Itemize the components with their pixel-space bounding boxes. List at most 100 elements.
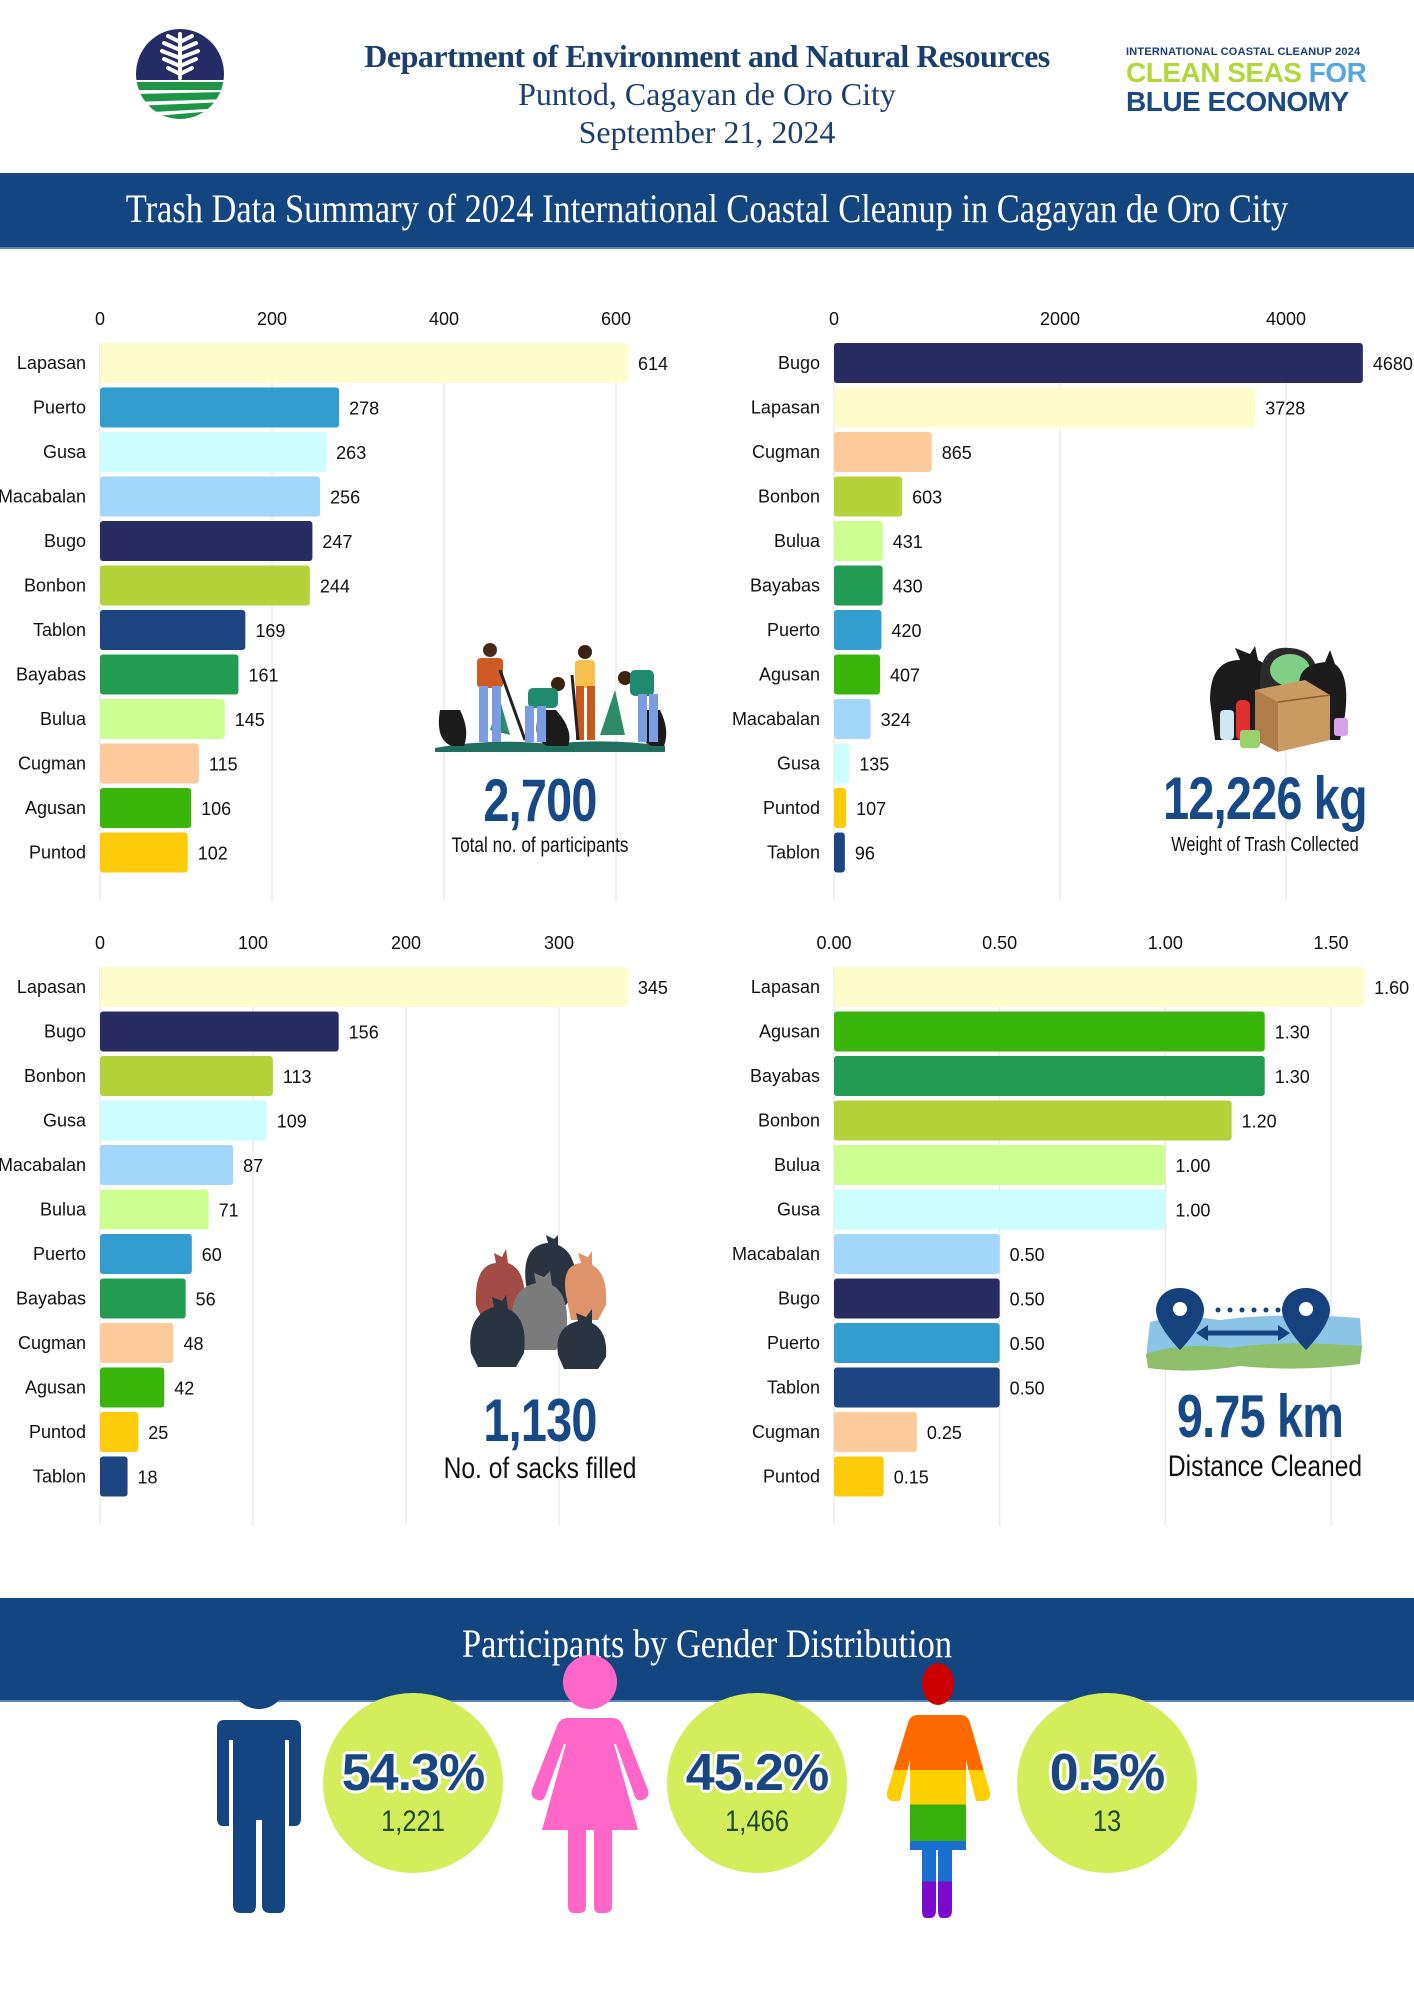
- category-label: Bulua: [40, 1200, 87, 1220]
- category-label: Lapasan: [17, 353, 86, 373]
- bar: [100, 1456, 128, 1497]
- value-label: 4680: [1373, 354, 1413, 374]
- category-label: Puerto: [33, 398, 86, 418]
- x-tick-label: 0: [95, 933, 105, 953]
- weight-label: Weight of Trash Collected: [1171, 834, 1359, 856]
- participants-total: 2,700: [483, 767, 597, 834]
- value-label: 420: [891, 621, 921, 641]
- value-label: 18: [138, 1468, 158, 1488]
- category-label: Puerto: [767, 620, 820, 640]
- category-label: Macabalan: [732, 1244, 820, 1264]
- bar: [100, 1145, 234, 1185]
- bar: [834, 1456, 884, 1497]
- value-label: 42: [174, 1379, 194, 1399]
- value-label: 247: [322, 532, 352, 552]
- category-label: Lapasan: [751, 398, 820, 418]
- bar: [834, 1278, 1000, 1319]
- map-distance-illustration-icon: [1146, 1288, 1362, 1371]
- bar: [100, 387, 340, 428]
- campaign-logo-clean-seas: CLEAN SEAS: [1126, 57, 1302, 88]
- category-label: Bayabas: [16, 1289, 86, 1309]
- value-label: 0.25: [927, 1423, 962, 1443]
- value-label: 430: [893, 577, 923, 597]
- bar: [100, 1323, 174, 1363]
- male-percent: 54.3%: [341, 1744, 485, 1802]
- x-tick-label: 0: [829, 309, 839, 329]
- bar: [100, 610, 246, 650]
- sacks-total: 1,130: [483, 1387, 597, 1454]
- category-label: Macabalan: [732, 709, 820, 729]
- value-label: 1.00: [1175, 1201, 1210, 1221]
- bar: [834, 1145, 1166, 1185]
- bar: [834, 654, 880, 695]
- campaign-logo-line2: CLEAN SEAS FOR: [1126, 58, 1376, 88]
- volunteers-illustration-icon: [435, 643, 667, 752]
- bar: [100, 1278, 186, 1319]
- x-tick-label: 0.50: [982, 933, 1017, 953]
- value-label: 431: [893, 532, 923, 552]
- value-label: 25: [148, 1423, 168, 1443]
- value-label: 102: [198, 844, 228, 864]
- value-label: 106: [201, 799, 231, 819]
- value-label: 0.50: [1010, 1334, 1045, 1354]
- value-label: 407: [890, 666, 920, 686]
- bar: [100, 832, 188, 873]
- category-label: Tablon: [33, 1467, 86, 1487]
- x-tick-label: 600: [601, 309, 631, 329]
- category-label: Bugo: [778, 1289, 820, 1309]
- bar: [100, 967, 628, 1007]
- category-label: Macabalan: [0, 1155, 86, 1175]
- bar: [100, 521, 313, 561]
- lgbtq-percent: 0.5%: [1049, 1744, 1166, 1802]
- x-tick-label: 0: [95, 309, 105, 329]
- value-label: 324: [881, 710, 911, 730]
- x-tick-label: 400: [429, 309, 459, 329]
- category-label: Bonbon: [24, 1066, 86, 1086]
- value-label: 87: [243, 1156, 263, 1176]
- bar: [100, 476, 321, 517]
- sacks-label: No. of sacks filled: [443, 1452, 637, 1485]
- category-label: Agusan: [759, 665, 820, 685]
- campaign-logo-for: FOR: [1308, 57, 1367, 88]
- bar: [100, 1412, 139, 1452]
- weight-total: 12,226 kg: [1163, 765, 1368, 832]
- category-label: Lapasan: [751, 977, 820, 997]
- category-label: Macabalan: [0, 487, 86, 507]
- category-label: Gusa: [777, 754, 821, 774]
- category-label: Lapasan: [17, 977, 86, 997]
- category-label: Cugman: [18, 754, 86, 774]
- campaign-logo-line3: BLUE ECONOMY: [1126, 86, 1349, 117]
- category-label: Tablon: [767, 843, 820, 863]
- bar: [834, 521, 883, 561]
- event-date: September 21, 2024: [578, 114, 836, 150]
- bar: [100, 343, 629, 383]
- bar: [834, 967, 1365, 1007]
- bar: [834, 1412, 917, 1452]
- bar: [834, 432, 932, 472]
- value-label: 107: [856, 799, 886, 819]
- campaign-logo: INTERNATIONAL COASTAL CLEANUP 2024 CLEAN…: [1126, 46, 1376, 116]
- value-label: 0.50: [1010, 1245, 1045, 1265]
- bar: [834, 1189, 1166, 1230]
- bar: [100, 432, 327, 472]
- value-label: 1.20: [1242, 1112, 1277, 1132]
- value-label: 60: [202, 1245, 222, 1265]
- gender-banner: Participants by Gender Distribution: [0, 1598, 1414, 1702]
- garbage-sacks-illustration-icon: [470, 1235, 607, 1369]
- category-label: Cugman: [752, 442, 820, 462]
- category-label: Tablon: [33, 620, 86, 640]
- bar: [834, 1323, 1000, 1363]
- x-tick-label: 1.50: [1313, 933, 1348, 953]
- bar: [834, 832, 845, 873]
- bar: [100, 1234, 192, 1274]
- x-tick-label: 200: [391, 933, 421, 953]
- value-label: 48: [183, 1334, 203, 1354]
- bar: [100, 565, 310, 606]
- male-stat-circle: 54.3% 1,221: [323, 1693, 503, 1873]
- chart-weight: 0 2000 4000 Bugo 4680 Lapasan 3728 Cugman 865 Bon…: [732, 309, 1413, 902]
- bar: [100, 788, 192, 828]
- category-label: Bayabas: [750, 1066, 820, 1086]
- female-count: 1,466: [725, 1805, 789, 1838]
- bar: [100, 1367, 165, 1408]
- value-label: 135: [859, 755, 889, 775]
